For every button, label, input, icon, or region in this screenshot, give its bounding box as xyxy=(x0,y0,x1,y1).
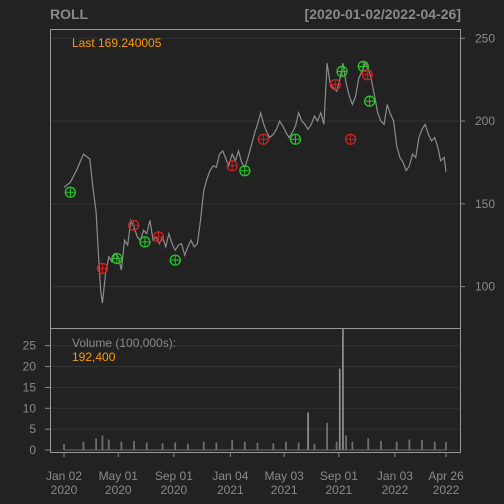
volume-y-tick-label: 0 xyxy=(29,443,36,457)
volume-bar xyxy=(326,422,329,450)
volume-bar xyxy=(335,441,338,450)
volume-y-axis: 0 5 10 15 20 25 xyxy=(23,339,50,457)
x-tick-label-date: Sep 01 xyxy=(320,469,358,483)
chart-date-range: [2020-01-02/2022-04-26] xyxy=(305,6,461,22)
trade-markers xyxy=(64,60,376,275)
buy-marker xyxy=(169,254,181,266)
buy-marker xyxy=(111,252,123,265)
volume-bar xyxy=(395,441,398,450)
x-tick-label-year: 2022 xyxy=(433,483,460,497)
buy-marker xyxy=(363,95,376,107)
volume-bar xyxy=(82,441,85,450)
volume-bar xyxy=(161,443,164,450)
volume-bar xyxy=(313,443,316,450)
sell-marker xyxy=(344,133,357,145)
volume-bar xyxy=(215,442,218,450)
buy-marker xyxy=(289,133,302,145)
price-line xyxy=(63,61,447,304)
x-tick-label-year: 2022 xyxy=(382,483,409,497)
sell-marker xyxy=(152,231,165,243)
volume-bar xyxy=(421,439,423,450)
x-tick-label-year: 2020 xyxy=(105,483,132,497)
price-y-tick-label: 100 xyxy=(475,280,495,294)
x-tick-label-year: 2020 xyxy=(51,483,78,497)
sell-marker xyxy=(361,69,373,81)
volume-legend-value: 192,400 xyxy=(72,350,116,364)
volume-bar xyxy=(95,438,97,450)
price-y-tick-label: 250 xyxy=(475,31,495,45)
buy-marker xyxy=(139,236,151,248)
volume-bars xyxy=(63,329,447,451)
volume-bar xyxy=(186,443,189,450)
x-tick-label-date: Sep 01 xyxy=(155,469,193,483)
sell-marker xyxy=(96,262,109,275)
x-tick-label-date: May 01 xyxy=(99,469,139,483)
volume-y-tick-label: 5 xyxy=(29,422,36,436)
volume-bar xyxy=(133,440,135,450)
volume-panel-frame xyxy=(50,328,461,453)
chart-symbol-title: ROLL xyxy=(50,6,89,22)
volume-bar xyxy=(445,442,447,450)
volume-bar xyxy=(338,368,341,450)
volume-bar xyxy=(101,435,104,450)
x-tick-label-date: Jan 02 xyxy=(46,469,82,483)
x-tick-label-date: Jan 03 xyxy=(377,469,413,483)
x-tick-label-year: 2021 xyxy=(217,483,244,497)
volume-legend-label: Volume (100,000s): xyxy=(72,336,176,350)
price-y-tick-label: 200 xyxy=(475,114,495,128)
buy-marker xyxy=(64,186,76,198)
volume-bar xyxy=(307,412,310,450)
volume-bar xyxy=(120,441,123,450)
volume-bar xyxy=(145,442,148,450)
price-series xyxy=(63,61,447,304)
volume-panel: 0 5 10 15 20 25 Volume (100,000s): 192,400 xyxy=(23,328,461,457)
volume-bar xyxy=(285,441,287,450)
sell-marker xyxy=(226,160,238,172)
volume-y-tick-label: 10 xyxy=(23,401,37,415)
volume-bar xyxy=(351,441,354,450)
volume-bar xyxy=(380,440,382,450)
volume-bar xyxy=(272,443,275,450)
buy-marker xyxy=(336,65,348,78)
volume-bar xyxy=(297,442,300,450)
volume-bar xyxy=(408,439,411,450)
volume-y-tick-label: 25 xyxy=(23,339,37,353)
price-panel-frame xyxy=(50,29,461,329)
price-y-axis: 100 150 200 250 xyxy=(460,31,495,294)
price-panel: 100 150 200 250 Last 169.240005 xyxy=(50,29,495,329)
volume-bar xyxy=(202,441,205,450)
x-tick-label-year: 2021 xyxy=(326,483,353,497)
price-grid xyxy=(51,37,460,288)
volume-bar xyxy=(63,443,65,450)
sell-marker xyxy=(257,133,270,145)
volume-y-tick-label: 20 xyxy=(23,360,37,374)
volume-bar xyxy=(231,439,234,450)
volume-bar xyxy=(345,435,347,450)
volume-bar xyxy=(433,441,436,450)
x-tick-label-date: Jan 04 xyxy=(212,469,248,483)
volume-bar xyxy=(174,442,177,450)
price-legend-label: Last xyxy=(72,36,95,50)
x-tick-label-date: May 03 xyxy=(264,469,304,483)
price-y-tick-label: 150 xyxy=(475,197,495,211)
volume-bar xyxy=(107,439,110,450)
sell-marker xyxy=(329,78,341,91)
x-tick-label-year: 2021 xyxy=(271,483,298,497)
volume-y-tick-label: 15 xyxy=(23,380,37,394)
price-legend-value: 169.240005 xyxy=(98,36,162,50)
volume-bar xyxy=(256,442,259,450)
volume-bar xyxy=(243,441,246,450)
sell-marker xyxy=(127,219,140,232)
volume-bar xyxy=(367,438,370,450)
x-tick-label-year: 2020 xyxy=(161,483,188,497)
buy-marker xyxy=(239,165,251,177)
x-tick-label-date: Apr 26 xyxy=(428,469,464,483)
volume-bar xyxy=(342,329,344,450)
